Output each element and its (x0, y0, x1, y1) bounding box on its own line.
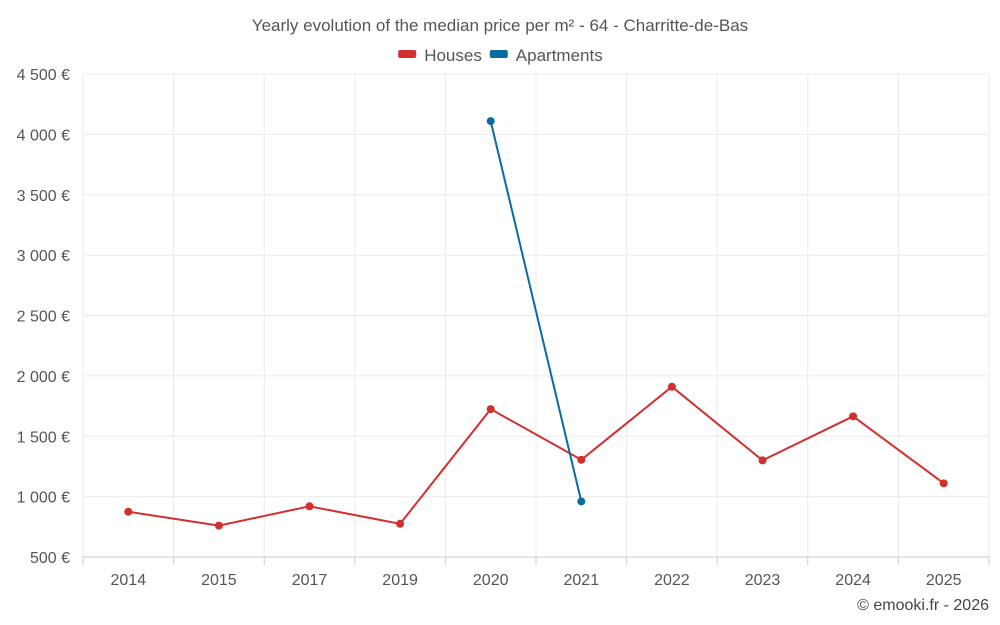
x-tick-label: 2014 (111, 572, 147, 589)
legend-label-apartments[interactable]: Apartments (516, 46, 603, 65)
data-point-houses[interactable] (577, 455, 586, 464)
series-line-houses (128, 385, 945, 527)
data-point-houses[interactable] (486, 405, 495, 414)
data-point-houses[interactable] (667, 382, 676, 391)
legend: Houses Apartments (398, 46, 603, 65)
data-point-houses[interactable] (758, 456, 767, 465)
data-point-houses[interactable] (305, 502, 314, 511)
x-tick-label: 2015 (201, 572, 237, 589)
x-tick-label: 2025 (926, 572, 962, 589)
series-layer (124, 117, 948, 530)
x-tick-label: 2017 (292, 572, 328, 589)
data-point-houses[interactable] (214, 521, 223, 530)
x-tick-label: 2022 (654, 572, 690, 589)
credit-text: © emooki.fr - 2026 (857, 597, 989, 614)
y-axis: 500 € 1 000 € 1 500 € 2 000 € 2 500 € 3 000 €… (17, 67, 70, 567)
y-tick-label: 1 000 € (17, 490, 70, 507)
y-tick-label: 2 000 € (17, 369, 70, 386)
data-point-apartments[interactable] (577, 497, 586, 506)
legend-swatch-houses[interactable] (398, 50, 417, 58)
data-point-houses[interactable] (939, 479, 948, 488)
data-point-houses[interactable] (124, 507, 133, 516)
x-tick-label: 2019 (382, 572, 418, 589)
y-tick-label: 1 500 € (17, 429, 70, 446)
x-tick-label: 2024 (835, 572, 871, 589)
x-axis: 2014 2015 2017 2019 2020 2021 2022 2023 2024 2025 (82, 557, 990, 589)
y-tick-label: 4 500 € (17, 67, 70, 84)
y-tick-label: 3 500 € (17, 188, 70, 205)
series-line-apartments (489, 120, 583, 502)
data-point-apartments[interactable] (486, 117, 495, 126)
x-tick-label: 2020 (473, 572, 509, 589)
y-tick-label: 4 000 € (17, 127, 70, 144)
y-tick-label: 500 € (30, 550, 70, 567)
legend-label-houses[interactable]: Houses (424, 46, 482, 65)
chart-title: Yearly evolution of the median price per… (252, 16, 748, 35)
data-point-houses[interactable] (849, 412, 858, 421)
data-point-houses[interactable] (396, 519, 405, 528)
x-tick-label: 2023 (745, 572, 781, 589)
y-tick-label: 2 500 € (17, 309, 70, 326)
legend-swatch-apartments[interactable] (489, 50, 508, 58)
x-tick-label: 2021 (564, 572, 600, 589)
y-tick-label: 3 000 € (17, 248, 70, 265)
